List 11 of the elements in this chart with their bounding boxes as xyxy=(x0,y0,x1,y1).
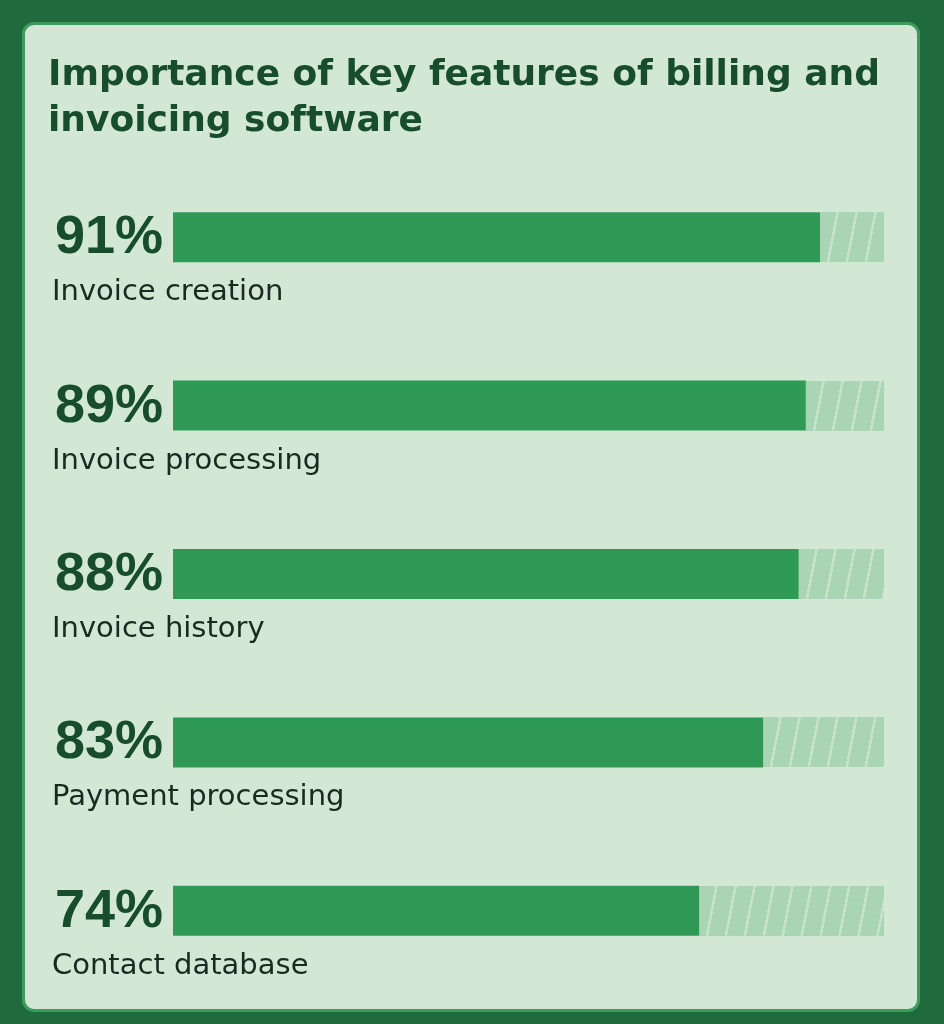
y-tick-label: Invoice history xyxy=(52,610,265,644)
data-label: 91% xyxy=(54,204,163,265)
y-tick-label: Payment processing xyxy=(52,778,345,813)
data-label: 83% xyxy=(54,709,163,770)
y-tick-label: Invoice processing xyxy=(52,441,322,476)
y-tick-label: Contact database xyxy=(52,946,309,981)
data-label: 74% xyxy=(54,877,163,938)
data-label: 88% xyxy=(54,541,163,601)
chart-title: Importance of key features of billing and invoicing software xyxy=(48,51,881,141)
data-label: 89% xyxy=(54,372,163,433)
y-tick-label: Invoice creation xyxy=(52,273,284,308)
